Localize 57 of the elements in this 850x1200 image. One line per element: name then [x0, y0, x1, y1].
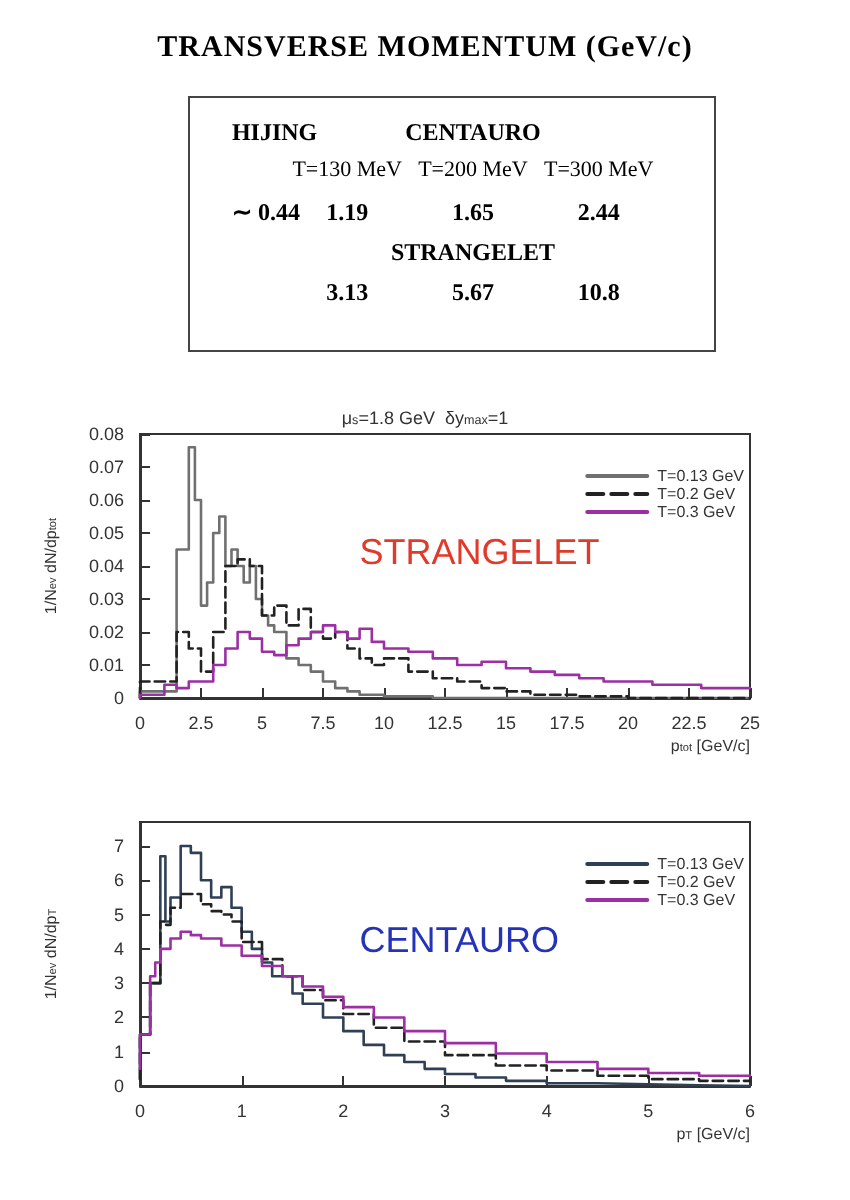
y-tick-label: 7	[113, 836, 124, 856]
x-tick-label: 20	[617, 713, 639, 733]
x-tick-label: 3	[439, 1101, 451, 1121]
annotation: STRANGELET	[359, 532, 600, 572]
x-tick-label: 22.5	[671, 713, 707, 733]
x-tick-label: 17.5	[549, 713, 585, 733]
y-tick-label: 4	[113, 938, 124, 959]
x-tick-label: 5	[643, 1101, 654, 1121]
text: TRANSVERSE MOMENTUM (GeV/c)	[155, 32, 695, 66]
text: 1.65	[451, 198, 494, 228]
legend-label: T=0.13 GeV	[657, 855, 746, 873]
y-tick-label: 0.01	[88, 655, 124, 675]
y-tick-label: 0.07	[88, 457, 124, 477]
y-tick-label: 0.04	[88, 556, 124, 576]
x-tick-label: 25	[739, 713, 761, 733]
y-tick-label: 5	[113, 904, 124, 925]
legend-label: T=0.2 GeV	[657, 485, 737, 503]
y-tick-label: 0.03	[88, 589, 124, 609]
x-tick-label: 12.5	[427, 713, 463, 733]
y-tick-label: 6	[113, 870, 124, 891]
x-tick-label: 4	[541, 1101, 552, 1121]
text: 10.8	[577, 278, 620, 308]
x-tick-label: 5	[256, 713, 268, 733]
annotation: CENTAURO	[359, 920, 559, 960]
y-tick-label: 2	[113, 1007, 124, 1028]
text: T=300 MeV	[543, 158, 654, 182]
x-tick-label: 2.5	[188, 713, 214, 733]
text: 2.44	[577, 198, 620, 228]
text: CENTAURO	[405, 118, 541, 148]
x-tick-label: 0	[134, 713, 146, 733]
x-tick-label: 0	[134, 1101, 146, 1121]
y-tick-label: 0.05	[88, 523, 124, 543]
text: 5.67	[451, 278, 494, 308]
legend-label: T=0.13 GeV	[657, 467, 746, 485]
text: ∼ 0.44	[231, 198, 300, 228]
text: T=130 MeV	[292, 158, 402, 182]
y-tick-label: 0	[113, 688, 124, 708]
y-tick-label: 0.08	[88, 424, 124, 444]
y-tick-label: 0	[113, 1076, 124, 1096]
y-tick-label: 0.06	[88, 490, 124, 510]
y-tick-label: 0.02	[88, 622, 124, 642]
legend-label: T=0.3 GeV	[657, 503, 737, 521]
x-tick-label: 10	[373, 713, 395, 733]
x-tick-label: 1	[236, 1101, 247, 1121]
text: 1.19	[326, 198, 369, 228]
x-tick-label: 6	[744, 1101, 756, 1121]
text: HIJING	[231, 118, 318, 148]
legend-label: T=0.3 GeV	[657, 891, 737, 909]
text: STRANGELET	[390, 238, 555, 268]
legend-label: T=0.2 GeV	[657, 873, 737, 891]
text: T=200 MeV	[418, 158, 528, 182]
x-tick-label: 15	[495, 713, 517, 733]
y-tick-label: 3	[113, 973, 124, 994]
x-tick-label: 2	[338, 1101, 349, 1121]
x-tick-label: 7.5	[310, 713, 336, 733]
text: 3.13	[326, 278, 369, 308]
y-tick-label: 1	[113, 1041, 124, 1062]
